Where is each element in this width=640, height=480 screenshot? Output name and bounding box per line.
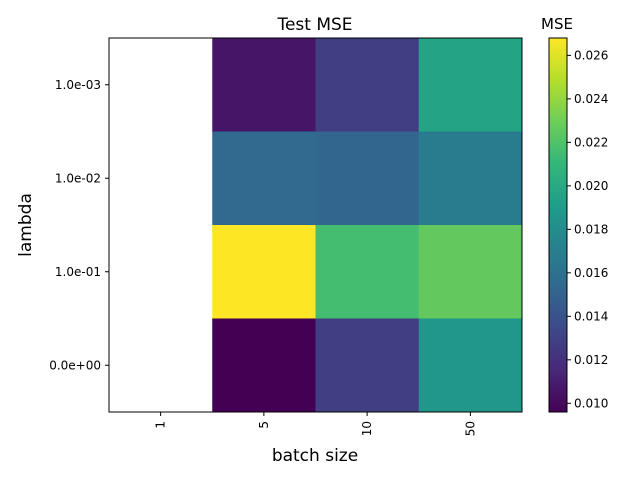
colorbar-tick-label: 0.026 [574,48,608,62]
heatmap-cell [418,131,523,226]
colorbar-tick-label: 0.010 [574,396,608,410]
colorbar-label: MSE [541,15,573,33]
x-tick-label: 50 [463,421,477,436]
colorbar [548,37,568,413]
x-tick-label: 5 [257,421,271,429]
heatmap-cell [418,318,523,413]
heatmap-cell [212,38,316,132]
heatmap-cell [315,38,420,132]
heatmap-cell [315,225,420,319]
plot-frame [108,37,523,413]
heatmap-cell [212,131,316,226]
y-tick-label: 1.0e-02 [55,171,101,185]
chart-title: Test MSE [276,15,352,35]
colorbar-tick-label: 0.022 [574,135,608,149]
heatmap-cells [212,38,523,413]
heatmap-cell [212,225,316,319]
colorbar-tick-label: 0.016 [574,266,608,280]
colorbar-tick-label: 0.024 [574,92,608,106]
heatmap-cell [315,131,420,226]
y-axis-label: lambda [16,193,36,257]
heatmap-cell [212,318,316,413]
colorbar-tick-label: 0.012 [574,353,608,367]
y-tick-label: 1.0e-03 [55,78,101,92]
y-tick-label: 0.0e+00 [49,358,101,372]
y-axis-ticks: 1.0e-03 1.0e-02 1.0e-01 0.0e+00 [49,78,109,372]
x-tick-label: 1 [154,421,168,429]
colorbar-tick-label: 0.014 [574,309,608,323]
heatmap-cell [418,38,523,132]
y-tick-label: 1.0e-01 [55,265,101,279]
heatmap-cell [315,318,420,413]
x-axis-ticks: 1 5 10 50 [154,412,477,436]
x-tick-label: 10 [360,421,374,436]
x-axis-label: batch size [272,446,358,466]
colorbar-tick-label: 0.020 [574,179,608,193]
heatmap-cell [418,225,523,319]
colorbar-tick-label: 0.018 [574,222,608,236]
colorbar-ticks: 0.010 0.012 0.014 0.016 0.018 0.020 0.022 0.024… [567,48,608,410]
